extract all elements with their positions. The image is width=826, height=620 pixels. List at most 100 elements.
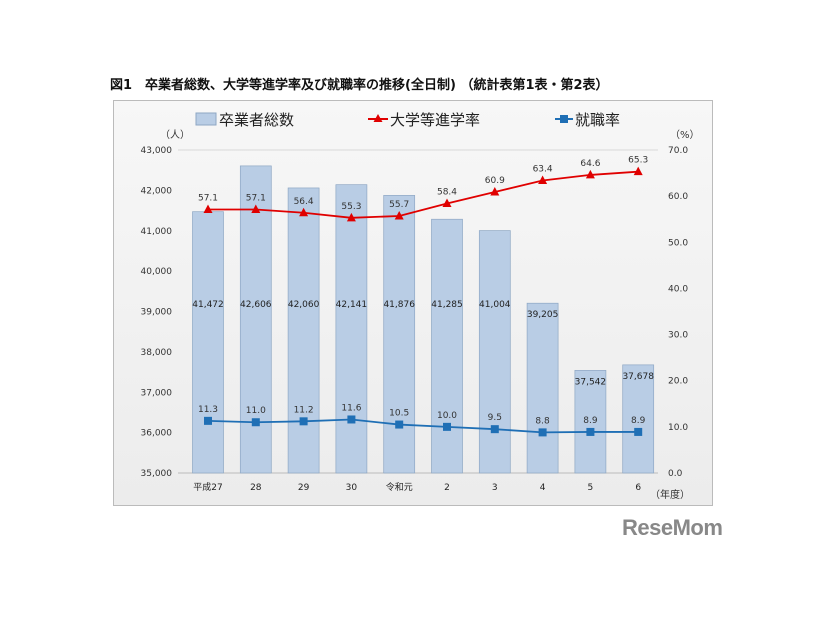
- x-tick: 4: [540, 483, 546, 493]
- y-left-tick: 40,000: [141, 267, 173, 277]
- point-label: 8.9: [631, 416, 646, 426]
- bar: [383, 195, 416, 474]
- point-label: 65.3: [628, 156, 648, 166]
- series-line: [208, 170, 639, 219]
- point: [299, 207, 309, 217]
- y-right-tick: 50.0: [668, 238, 688, 248]
- point-label: 11.0: [246, 406, 266, 416]
- point-label: 55.3: [341, 202, 361, 212]
- point-label: 58.4: [437, 188, 457, 198]
- point-label: 57.1: [246, 194, 266, 204]
- y-right-tick: 70.0: [668, 146, 688, 156]
- point: [347, 415, 356, 424]
- y-left-tick: 39,000: [141, 308, 173, 318]
- x-tick: 5: [588, 483, 594, 493]
- x-tick: 2: [444, 483, 450, 493]
- point: [251, 418, 260, 427]
- point-label: 55.7: [389, 200, 409, 210]
- legend-square-icon: [560, 115, 568, 123]
- bar: [478, 230, 511, 474]
- y-left-tick: 41,000: [141, 227, 173, 237]
- bar: [526, 302, 559, 474]
- y-right-tick: 60.0: [668, 192, 688, 202]
- point: [633, 166, 643, 176]
- resemom-logo: ReseMom: [622, 515, 723, 540]
- point: [538, 428, 547, 437]
- point: [203, 204, 213, 214]
- legend-triangle-icon: [373, 114, 383, 122]
- bar: [335, 184, 368, 474]
- bar-label: 41,472: [192, 300, 224, 310]
- chart-title: 図1 卒業者総数、大学等進学率及び就職率の推移(全日制) （統計表第1表・第2表…: [110, 78, 609, 93]
- point: [251, 204, 261, 214]
- point: [442, 198, 452, 208]
- point: [586, 427, 595, 436]
- y-left-tick: 36,000: [141, 429, 173, 439]
- point-label: 11.3: [198, 405, 218, 415]
- point: [299, 417, 308, 426]
- point: [394, 210, 404, 220]
- point-label: 8.9: [583, 416, 598, 426]
- y-right-tick: 40.0: [668, 284, 688, 294]
- legend-label: 就職率: [575, 111, 620, 129]
- y-right-label: （%）: [670, 129, 700, 141]
- point-label: 57.1: [198, 194, 218, 204]
- y-left-label: （人）: [160, 129, 190, 141]
- bar-label: 37,542: [575, 377, 607, 387]
- bar-label: 42,060: [288, 300, 320, 310]
- bar-label: 41,876: [383, 300, 415, 310]
- point-label: 56.4: [294, 197, 314, 207]
- point-label: 8.8: [535, 416, 550, 426]
- x-tick: 6: [635, 483, 641, 493]
- bar: [622, 364, 655, 474]
- point-label: 10.0: [437, 411, 457, 421]
- bar-label: 39,205: [527, 310, 559, 320]
- y-right-tick: 30.0: [668, 331, 688, 341]
- y-left-tick: 35,000: [141, 469, 173, 479]
- point: [585, 169, 595, 179]
- bar-label: 42,141: [336, 300, 368, 310]
- y-left-tick: 38,000: [141, 348, 173, 358]
- point-label: 11.2: [294, 405, 314, 415]
- point: [204, 416, 212, 425]
- point-label: 64.6: [580, 159, 600, 169]
- x-tick: 令和元: [386, 481, 413, 493]
- bar-label: 41,004: [479, 300, 511, 310]
- bar: [431, 218, 463, 474]
- x-tick: 28: [250, 483, 262, 493]
- point-label: 9.5: [488, 413, 502, 423]
- bar-label: 41,285: [431, 300, 463, 310]
- x-tick: 29: [298, 483, 310, 493]
- point: [634, 427, 643, 436]
- point: [346, 212, 356, 222]
- legend-label: 大学等進学率: [390, 111, 480, 129]
- y-left-tick: 43,000: [141, 146, 173, 156]
- series-line: [207, 418, 639, 434]
- x-tick: 平成27: [193, 481, 222, 493]
- x-tick: 3: [492, 483, 498, 493]
- point-label: 11.6: [341, 403, 361, 413]
- point: [443, 422, 451, 431]
- y-left-tick: 42,000: [141, 186, 173, 196]
- x-tick: 30: [346, 483, 358, 493]
- x-axis-label: （年度）: [650, 488, 690, 501]
- bar: [192, 211, 224, 474]
- bar-label: 37,678: [622, 372, 654, 382]
- point-label: 60.9: [485, 176, 505, 186]
- y-right-tick: 20.0: [668, 377, 688, 387]
- point: [538, 175, 548, 184]
- bar: [574, 370, 607, 474]
- y-right-tick: 0.0: [668, 469, 683, 479]
- point-label: 10.5: [389, 409, 409, 419]
- y-right-tick: 10.0: [668, 423, 688, 433]
- point: [490, 186, 500, 196]
- point-label: 63.4: [533, 164, 553, 174]
- legend-label: 卒業者総数: [219, 111, 294, 129]
- point: [490, 425, 499, 434]
- legend-bar-swatch: [195, 112, 217, 126]
- bar-label: 42,606: [240, 300, 272, 310]
- point: [395, 420, 404, 429]
- y-left-tick: 37,000: [141, 388, 173, 398]
- bar: [287, 187, 320, 474]
